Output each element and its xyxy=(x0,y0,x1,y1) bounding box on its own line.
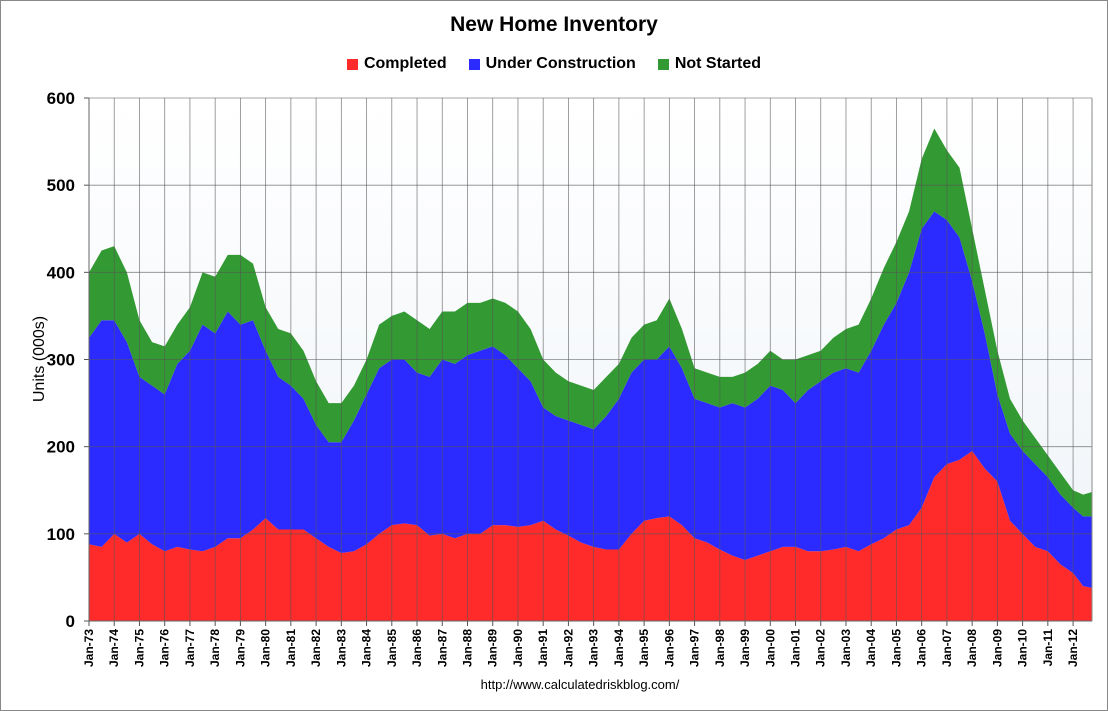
chart-title: New Home Inventory xyxy=(450,13,658,36)
x-tick-label: Jan-92 xyxy=(561,629,575,667)
x-tick-label: Jan-96 xyxy=(662,629,676,667)
legend-label: Under Construction xyxy=(485,55,636,72)
x-tick-label: Jan-76 xyxy=(158,629,172,667)
y-tick-label: 300 xyxy=(47,351,75,370)
x-tick-label: Jan-06 xyxy=(915,629,929,667)
x-tick-label: Jan-07 xyxy=(940,629,954,667)
x-tick-label: Jan-86 xyxy=(410,629,424,667)
x-tick-label: Jan-02 xyxy=(814,629,828,667)
x-tick-label: Jan-85 xyxy=(385,629,399,667)
legend-item-completed: Completed xyxy=(346,55,447,73)
area-not-started xyxy=(89,128,1092,517)
x-tick-label: Jan-99 xyxy=(738,629,752,667)
x-tick-label: Jan-77 xyxy=(183,629,197,667)
x-tick-label: Jan-73 xyxy=(82,629,96,667)
x-tick-label: Jan-84 xyxy=(360,629,374,667)
source-url: http://www.calculatedriskblog.com/ xyxy=(480,677,680,692)
y-tick-label: 100 xyxy=(47,525,75,544)
x-tick-label: Jan-82 xyxy=(309,629,323,667)
x-tick-label: Jan-00 xyxy=(763,629,777,667)
x-tick-label: Jan-89 xyxy=(486,629,500,667)
x-tick-label: Jan-09 xyxy=(990,629,1004,667)
x-tick-label: Jan-98 xyxy=(713,629,727,667)
legend: Completed Under Construction Not Started xyxy=(0,55,1108,73)
x-tick-label: Jan-08 xyxy=(965,629,979,667)
x-tick-label: Jan-78 xyxy=(208,629,222,667)
legend-item-not-started: Not Started xyxy=(657,55,762,73)
x-tick-label: Jan-75 xyxy=(132,629,146,667)
x-tick-label: Jan-04 xyxy=(864,629,878,667)
x-tick-label: Jan-97 xyxy=(688,629,702,667)
y-tick-label: 200 xyxy=(47,438,75,457)
legend-label: Completed xyxy=(363,55,447,72)
legend-label: Not Started xyxy=(674,55,762,72)
area-completed xyxy=(89,451,1092,621)
x-tick-label: Jan-81 xyxy=(284,629,298,667)
x-tick-label: Jan-90 xyxy=(511,629,525,667)
x-tick-label: Jan-01 xyxy=(789,629,803,667)
x-tick-label: Jan-74 xyxy=(107,629,121,667)
x-tick-label: Jan-95 xyxy=(637,629,651,667)
x-tick-label: Jan-10 xyxy=(1016,629,1030,667)
x-tick-label: Jan-03 xyxy=(839,629,853,667)
y-tick-label: 600 xyxy=(47,89,75,108)
x-tick-label: Jan-83 xyxy=(334,629,348,667)
x-tick-label: Jan-80 xyxy=(259,629,273,667)
x-tick-label: Jan-94 xyxy=(612,629,626,667)
x-tick-label: Jan-79 xyxy=(233,629,247,667)
x-tick-label: Jan-11 xyxy=(1041,629,1055,667)
y-tick-label: 0 xyxy=(66,612,75,631)
x-tick-label: Jan-93 xyxy=(587,629,601,667)
legend-item-under-construction: Under Construction xyxy=(468,55,636,73)
x-tick-label: Jan-87 xyxy=(435,629,449,667)
x-tick-label: Jan-12 xyxy=(1066,629,1080,667)
area-under-construction xyxy=(89,211,1092,588)
y-tick-label: 400 xyxy=(47,263,75,282)
x-tick-label: Jan-05 xyxy=(889,629,903,667)
x-tick-label: Jan-91 xyxy=(536,629,550,667)
y-tick-label: 500 xyxy=(47,176,75,195)
legend-swatch-completed xyxy=(346,58,358,70)
x-tick-label: Jan-88 xyxy=(460,629,474,667)
legend-swatch-under-construction xyxy=(468,58,480,70)
legend-swatch-not-started xyxy=(657,58,669,70)
